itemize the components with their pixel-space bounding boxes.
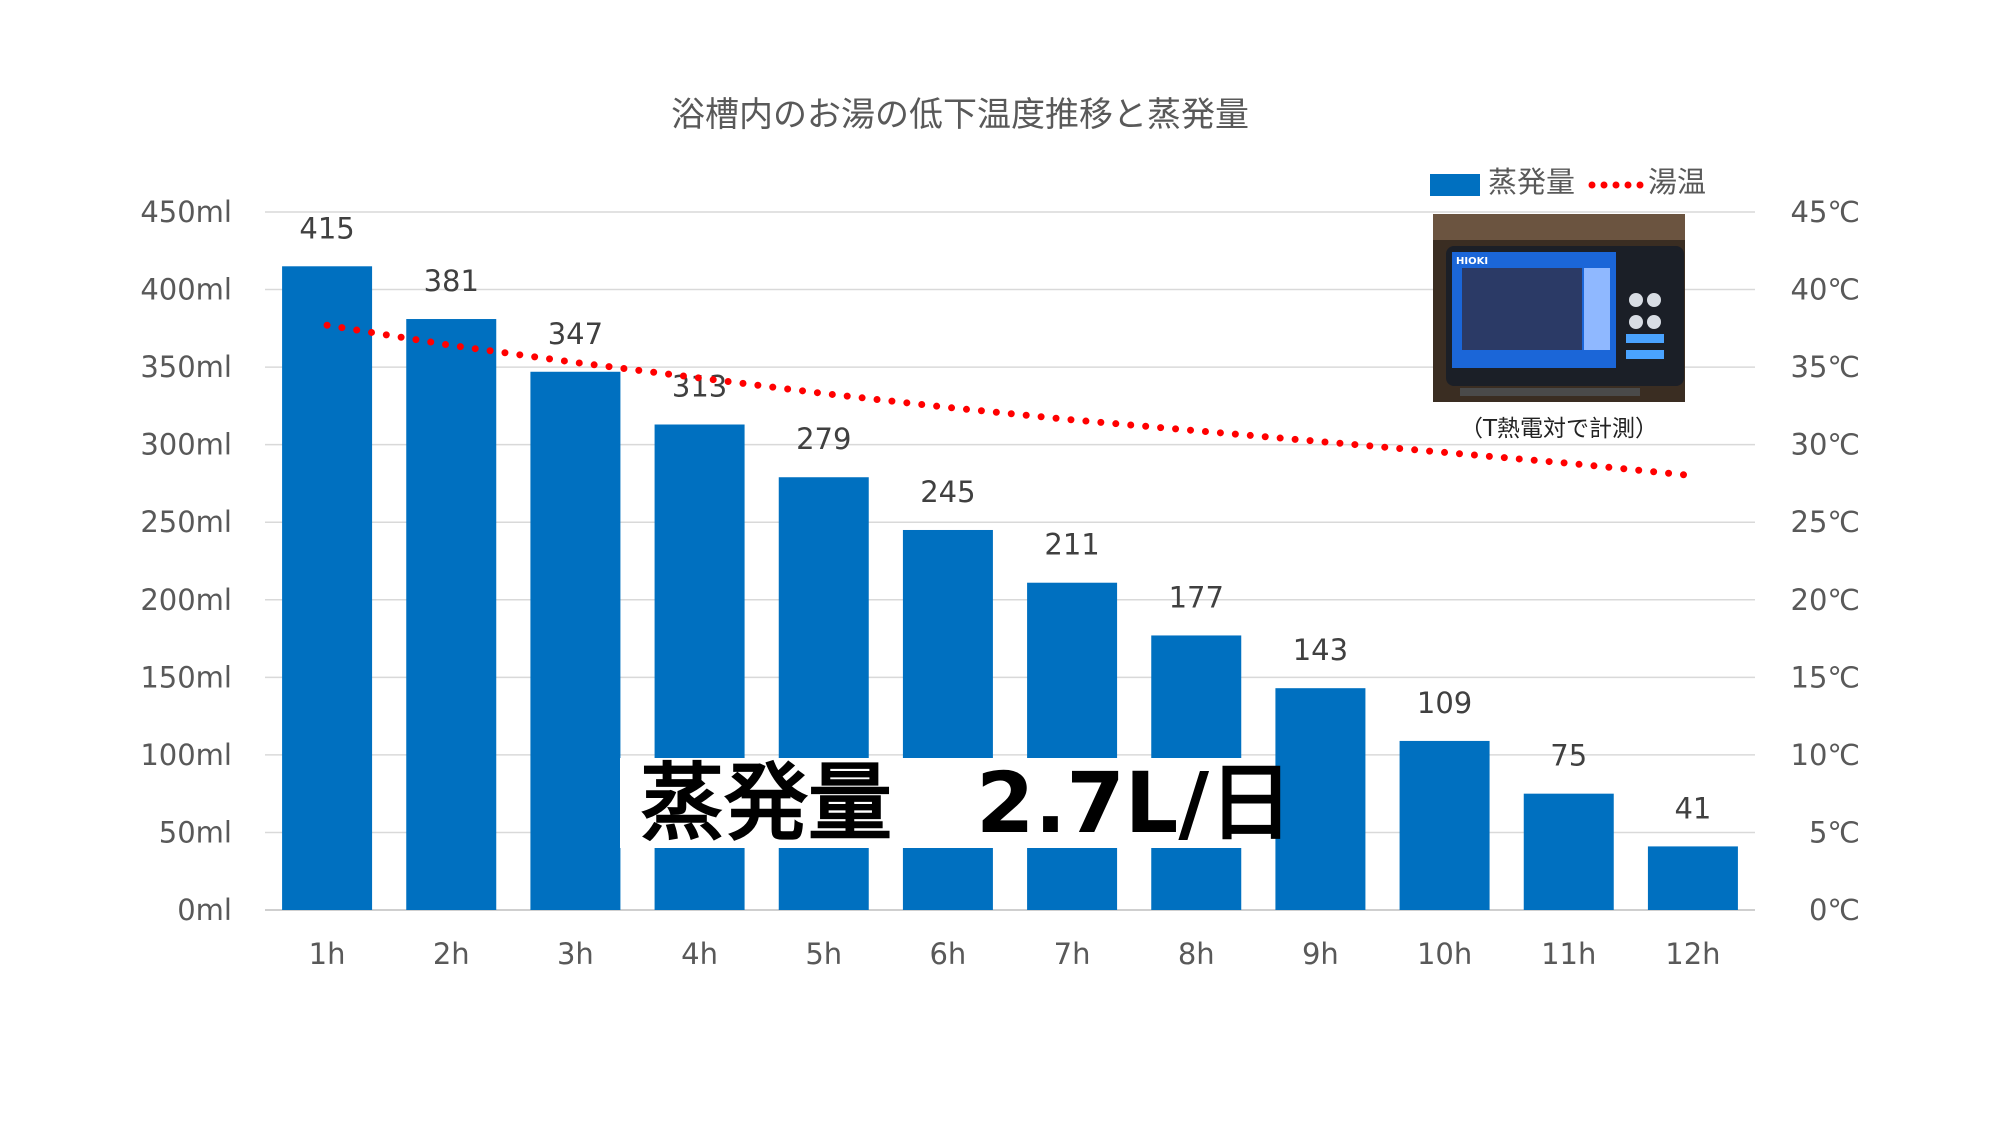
y-right-tick-label: 15℃ (1791, 660, 1860, 694)
x-tick-label: 5h (805, 937, 842, 971)
x-tick-label: 12h (1665, 937, 1720, 971)
x-tick-label: 3h (557, 937, 594, 971)
temperature-line (323, 321, 1697, 480)
legend-label-water-temperature: 湯温 (1648, 165, 1706, 199)
y-right-tick-label: 20℃ (1791, 583, 1860, 617)
y-right-tick-label: 40℃ (1791, 273, 1860, 307)
logger-brand-label: HIOKI (1456, 256, 1488, 267)
bar (1027, 582, 1118, 910)
x-tick-label: 8h (1178, 937, 1215, 971)
y-left-tick-label: 100ml (140, 738, 232, 772)
y-left-tick-label: 200ml (140, 583, 232, 617)
legend-swatch-evaporation (1430, 174, 1480, 196)
bar (1523, 793, 1614, 910)
chart-title: 浴槽内のお湯の低下温度推移と蒸発量 (671, 95, 1249, 135)
bar-data-label: 415 (299, 211, 354, 245)
x-tick-label: 10h (1417, 937, 1472, 971)
logger-photo: HIOKI (1433, 214, 1685, 402)
bar-data-label: 381 (424, 264, 479, 298)
legend-dot (1624, 181, 1632, 189)
y-left-tick-label: 50ml (159, 815, 232, 849)
y-right-tick-label: 5℃ (1809, 815, 1860, 849)
bar (1647, 846, 1738, 910)
x-tick-label: 6h (929, 937, 966, 971)
x-tick-label: 2h (433, 937, 470, 971)
x-tick-label: 9h (1302, 937, 1339, 971)
y-left-tick-label: 400ml (140, 273, 232, 307)
y-left-tick-label: 300ml (140, 428, 232, 462)
legend-dot (1600, 181, 1608, 189)
bar-data-label: 109 (1417, 686, 1472, 720)
x-tick-label: 1h (309, 937, 346, 971)
bar-data-label: 347 (548, 317, 603, 351)
temperature-line-series (323, 321, 1697, 480)
bar-data-label: 41 (1674, 791, 1711, 825)
bar (1399, 740, 1490, 910)
legend-dot (1612, 181, 1620, 189)
y-left-tick-label: 150ml (140, 660, 232, 694)
bar-data-label: 143 (1293, 633, 1348, 667)
x-tick-label: 4h (681, 937, 718, 971)
x-tick-label: 11h (1541, 937, 1596, 971)
bar-data-label: 211 (1044, 528, 1099, 562)
bar (902, 529, 993, 910)
bar (282, 266, 373, 910)
y-right-tick-label: 0℃ (1809, 893, 1860, 927)
x-tick-label: 7h (1054, 937, 1091, 971)
legend-swatch-water-temperature (1588, 181, 1644, 189)
bar-data-label: 245 (920, 475, 975, 509)
overlay-annotation-text: 蒸発量 2.7L/日 (640, 754, 1293, 852)
legend-dot (1588, 181, 1596, 189)
y-right-tick-label: 25℃ (1791, 505, 1860, 539)
y-right-tick-label: 10℃ (1791, 738, 1860, 772)
y-left-tick-label: 250ml (140, 505, 232, 539)
gridlines (265, 211, 1755, 911)
y-right-tick-label: 30℃ (1791, 428, 1860, 462)
y-left-tick-label: 350ml (140, 350, 232, 384)
x-axis-tick-labels: 1h 2h 3h 4h 5h 6h 7h 8h 9h 10h 11h 12h (309, 937, 1721, 971)
photo-caption: （T熱電対で計測） (1460, 416, 1658, 442)
left-axis-tick-labels: 0ml 50ml 100ml 150ml 200ml 250ml 300ml 350ml 400… (140, 195, 232, 927)
bar (406, 319, 497, 910)
y-left-tick-label: 450ml (140, 195, 232, 229)
bar (530, 371, 621, 911)
bar-data-label: 177 (1169, 580, 1224, 614)
legend-label-evaporation: 蒸発量 (1488, 165, 1575, 199)
legend: 蒸発量 湯温 (1430, 165, 1706, 199)
bar-data-label: 75 (1550, 739, 1587, 773)
y-right-tick-label: 35℃ (1791, 350, 1860, 384)
y-left-tick-label: 0ml (177, 893, 232, 927)
bar (1275, 688, 1366, 910)
right-axis-tick-labels: 0℃ 5℃ 10℃ 15℃ 20℃ 25℃ 30℃ 35℃ 40℃ 45℃ (1791, 195, 1860, 927)
y-right-tick-label: 45℃ (1791, 195, 1860, 229)
legend-dot (1636, 181, 1644, 189)
overlay-annotation-background (620, 758, 1260, 848)
bar-data-label: 279 (796, 422, 851, 456)
